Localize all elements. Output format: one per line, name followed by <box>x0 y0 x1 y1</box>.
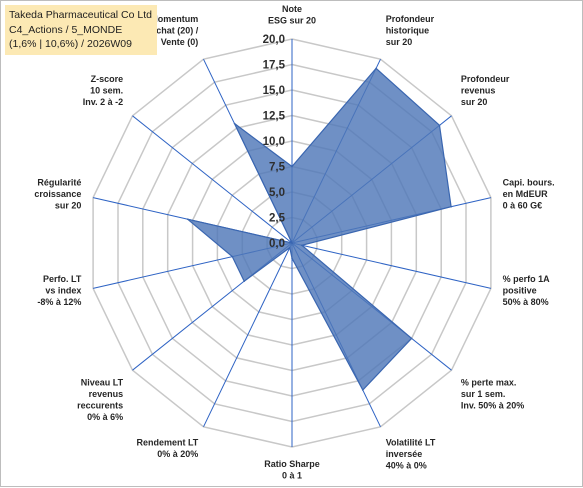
title-line-universe: C4_Actions / 5_MONDE <box>9 23 123 36</box>
r-tick-label: 17,5 <box>263 60 286 72</box>
r-tick-label: 10,0 <box>263 136 285 148</box>
axis-label-line: 40% à 0% <box>386 461 427 471</box>
axis-label-line: sur 20 <box>55 201 82 211</box>
axis-label-line: Profondeur <box>461 74 510 84</box>
axis-label: Momentum Achat (20) / Vente (0) <box>150 14 199 47</box>
axis-label-line: Achat (20) / <box>150 25 199 35</box>
axis-label: Volatilité LT inversée 40% à 0% <box>386 438 436 471</box>
series-area <box>187 67 452 392</box>
axis-label: Capi. bours. en MdEUR 0 à 60 G€ <box>503 178 555 211</box>
axis-label-line: Capi. bours. <box>503 178 555 188</box>
axis-label: Profondeur historique sur 20 <box>386 14 435 47</box>
data-point <box>375 67 377 70</box>
axis-label-line: sur 20 <box>386 37 413 47</box>
axis-label-line: sur 1 sem. <box>461 389 506 399</box>
axis-label: % perfo 1A positive 50% à 80% <box>503 274 551 307</box>
data-point <box>231 255 234 258</box>
data-point <box>291 165 293 168</box>
axis-label: Perfo. LT vs index -8% à 12% <box>37 274 82 307</box>
radar-tick-labels: 0,0 2,5 5,0 7,5 10,0 12,5 15,0 17,5 20,0 <box>263 34 286 250</box>
axis-label-line: Profondeur <box>386 14 435 24</box>
axis-label: % perte max. sur 1 sem. Inv. 50% à 20% <box>461 378 524 411</box>
data-point <box>243 280 245 283</box>
axis-label-line: historique <box>386 25 430 35</box>
axis-label: Niveau LT revenus reccurents 0% à 6% <box>77 378 124 423</box>
axis-label: Régularité croissance sur 20 <box>34 178 81 211</box>
data-point <box>186 218 189 220</box>
data-point <box>291 257 293 260</box>
axis-label-line: positive <box>503 285 537 295</box>
axis-label-line: % perfo 1A <box>503 274 551 284</box>
axis-label-line: ESG sur 20 <box>268 16 316 26</box>
data-point <box>450 205 452 208</box>
axis-label-line: Ratio Sharpe <box>264 459 320 469</box>
r-tick-label: 20,0 <box>263 34 285 46</box>
title-line-period: (1,6% | 10,6%) / 2026W09 <box>9 38 132 50</box>
axis-label-line: 10 sem. <box>90 85 123 95</box>
axis-label-line: -8% à 12% <box>37 297 81 307</box>
chart-title-box: Takeda Pharmaceutical Co Ltd C4_Actions … <box>5 5 157 55</box>
title-line-company: Takeda Pharmaceutical Co Ltd <box>9 9 152 21</box>
axis-label-line: 50% à 80% <box>503 297 549 307</box>
radar-axis-labels: Note ESG sur 20 Profondeur historique sur 20… <box>34 4 554 481</box>
axis-spoke <box>291 242 492 289</box>
axis-label-line: 0 à 1 <box>282 471 302 481</box>
axis-label-line: Volatilité LT <box>386 438 436 448</box>
axis-label-line: Niveau LT <box>81 378 124 388</box>
axis-label-line: Momentum <box>150 14 198 24</box>
data-point <box>301 244 303 247</box>
axis-label-line: Note <box>282 4 302 14</box>
axis-label-line: Rendement LT <box>136 438 198 448</box>
axis-label-line: reccurents <box>77 401 123 411</box>
r-tick-label: 2,5 <box>269 213 286 225</box>
axis-label-line: 0 à 60 G€ <box>503 201 543 211</box>
axis-label-line: vs index <box>45 285 81 295</box>
axis-label: Note ESG sur 20 <box>268 4 316 26</box>
axis-label-line: % perte max. <box>461 378 517 388</box>
axis-spoke <box>132 115 293 244</box>
axis-label-line: Inv. 50% à 20% <box>461 401 524 411</box>
r-tick-label: 15,0 <box>263 85 285 97</box>
data-point <box>291 242 293 244</box>
axis-label-line: Perfo. LT <box>43 274 82 284</box>
data-point <box>438 124 441 127</box>
axis-label-line: sur 20 <box>461 97 488 107</box>
axis-label-line: croissance <box>34 189 81 199</box>
axis-label: Ratio Sharpe 0 à 1 <box>264 459 320 481</box>
data-point <box>362 389 364 391</box>
axis-label-line: 0% à 20% <box>157 449 198 459</box>
axis-spoke <box>203 242 293 428</box>
axis-label-line: en MdEUR <box>503 189 549 199</box>
axis-label-line: revenus <box>89 389 124 399</box>
axis-label: Profondeur revenus sur 20 <box>461 74 510 107</box>
axis-label-line: 0% à 6% <box>87 412 123 422</box>
radar-series <box>186 67 452 392</box>
r-tick-label: 5,0 <box>269 187 285 199</box>
axis-label-line: inversée <box>386 449 423 459</box>
axis-label-line: Vente (0) <box>161 37 199 47</box>
data-point <box>289 246 291 249</box>
axis-label: Z-score 10 sem. Inv. 2 à -2 <box>83 74 123 107</box>
data-point <box>410 337 413 340</box>
data-point <box>233 122 236 125</box>
r-tick-label: 0,0 <box>269 238 285 250</box>
axis-label-line: revenus <box>461 85 496 95</box>
r-tick-label: 7,5 <box>269 162 286 174</box>
axis-label-line: Z-score <box>91 74 124 84</box>
r-tick-label: 12,5 <box>263 111 286 123</box>
axis-label-line: Régularité <box>37 178 81 188</box>
axis-label: Rendement LT 0% à 20% <box>136 438 198 460</box>
axis-label-line: Inv. 2 à -2 <box>83 97 123 107</box>
